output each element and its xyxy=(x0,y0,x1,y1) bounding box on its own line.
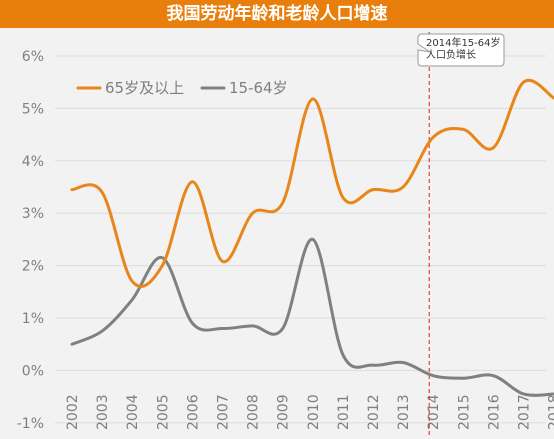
x-tick-label: 2007 xyxy=(216,394,232,430)
y-tick-label: -1% xyxy=(17,416,44,432)
series-line-age-15-64 xyxy=(70,237,554,397)
y-tick-label: 2% xyxy=(22,259,44,275)
chart-title: 我国劳动年龄和老龄人口增速 xyxy=(0,0,554,28)
y-tick-label: 6% xyxy=(22,49,44,65)
x-tick-label: 2010 xyxy=(306,394,322,430)
x-tick-label: 2011 xyxy=(336,394,352,430)
y-tick-label: 0% xyxy=(22,363,44,379)
y-tick-label: 3% xyxy=(22,206,44,222)
x-tick-label: 2006 xyxy=(185,394,201,430)
annotation-box xyxy=(417,33,505,67)
x-tick-label: 2013 xyxy=(396,394,412,430)
y-tick-label: 1% xyxy=(22,311,44,327)
x-tick-label: 2008 xyxy=(246,394,262,430)
x-tick-label: 2018 xyxy=(547,394,554,430)
annotation-text: 人口负增长 xyxy=(426,48,476,61)
x-tick-label: 2002 xyxy=(65,394,81,430)
annotation-text: 2014年15-64岁 xyxy=(426,36,501,49)
x-tick-label: 2005 xyxy=(155,394,171,430)
x-tick-label: 2012 xyxy=(366,394,382,430)
x-tick-label: 2004 xyxy=(125,394,141,430)
series-line-age-65-plus xyxy=(70,78,554,288)
legend-label: 15-64岁 xyxy=(229,79,288,97)
x-tick-label: 2016 xyxy=(486,394,502,430)
x-tick-label: 2009 xyxy=(276,394,292,430)
y-tick-label: 5% xyxy=(22,101,44,117)
x-tick-label: 2017 xyxy=(517,394,533,430)
x-tick-label: 2014 xyxy=(426,394,442,430)
x-tick-label: 2015 xyxy=(456,394,472,430)
x-tick-label: 2003 xyxy=(95,394,111,430)
y-tick-label: 4% xyxy=(22,154,44,170)
legend-label: 65岁及以上 xyxy=(105,79,184,97)
